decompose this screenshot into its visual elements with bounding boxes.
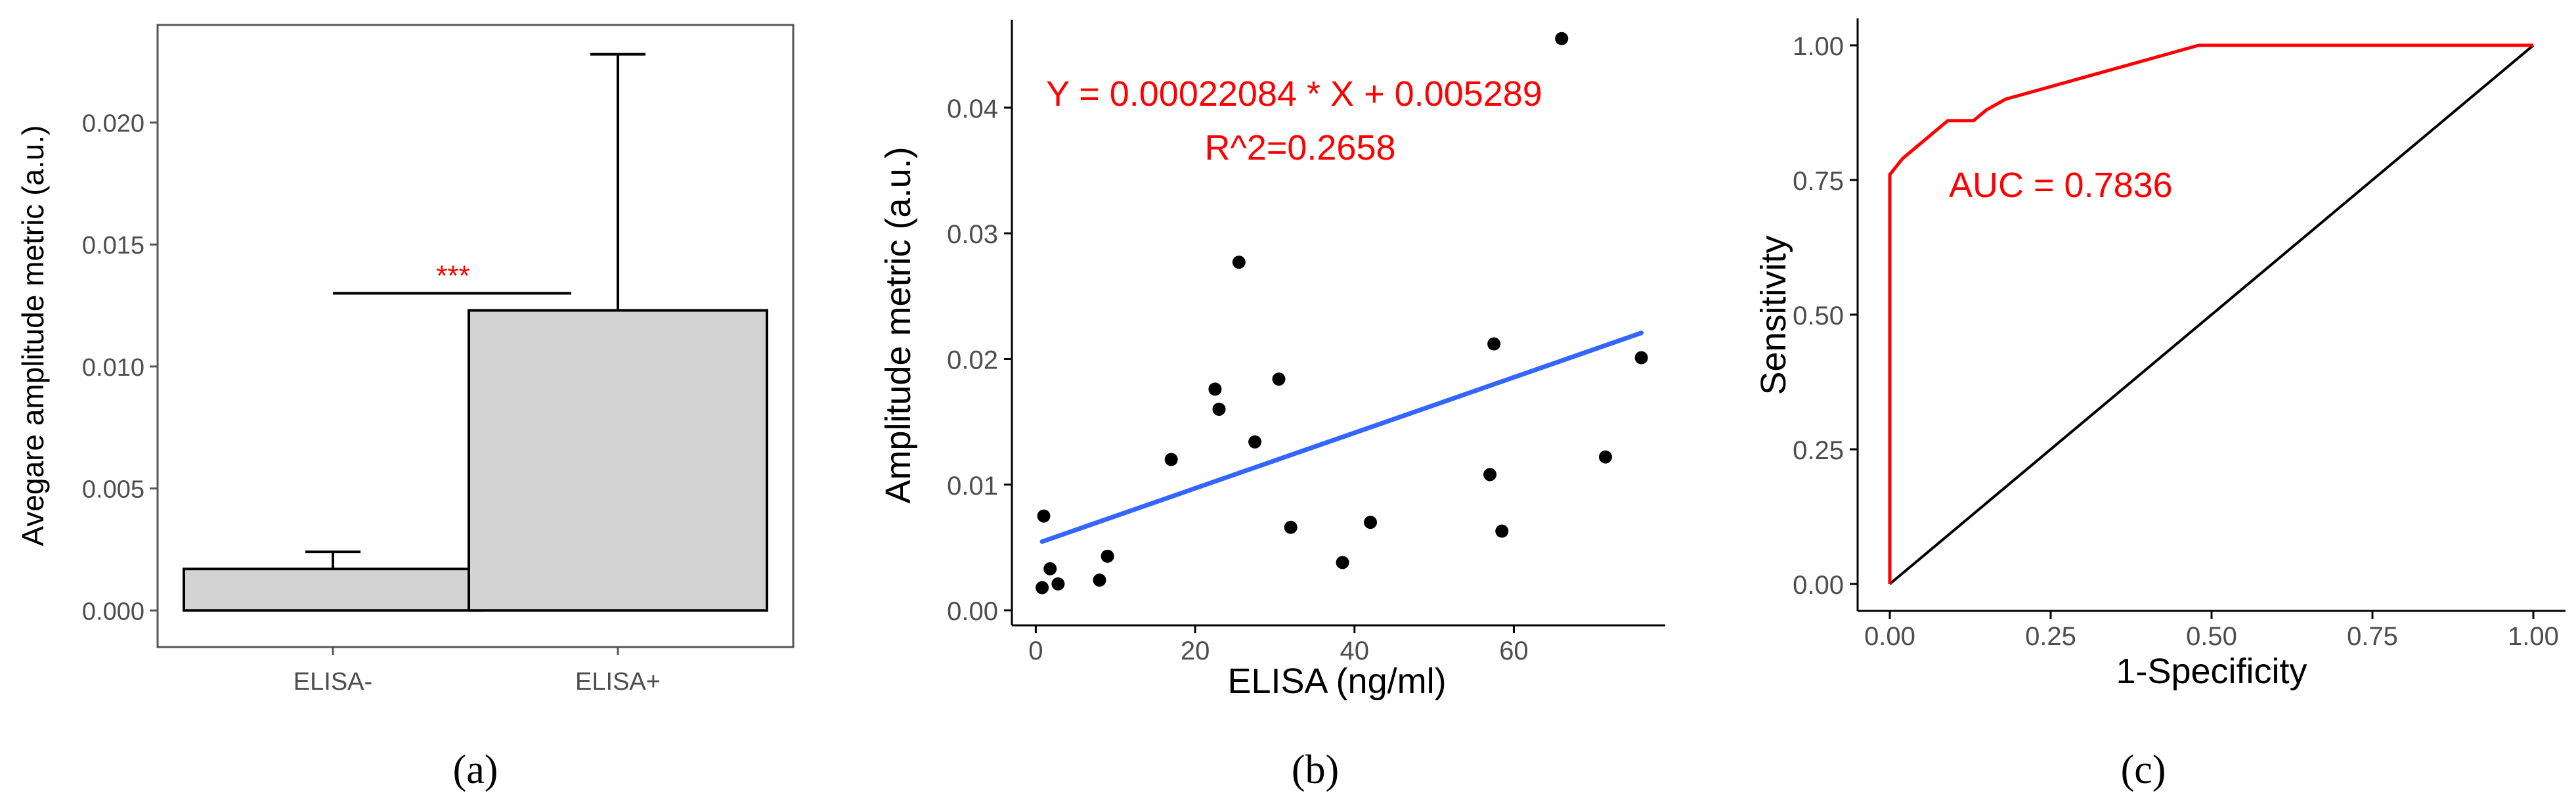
panel-b-point [1101,549,1114,563]
panel-b-regression-equation: Y = 0.00022084 * X + 0.005289 [1046,74,1542,114]
panel-a-y-axis: 0.000 0.005 0.010 0.015 0.020 [82,110,158,625]
panel-b-point [1248,435,1262,449]
panel-b-point [1208,382,1222,396]
panel-b-y-tick-label: 0.03 [947,220,998,249]
panel-b-y-tick-label: 0.01 [947,472,998,501]
panel-a-y-tick-label: 0.005 [82,476,144,504]
panel-b-caption-label: (b) [1292,748,1339,792]
panel-b-point [1164,453,1178,466]
panel-b-point [1495,524,1509,538]
panel-b-point [1043,562,1057,575]
panel-b-x-tick-label: 0 [1028,637,1043,665]
panel-a-plot-frame [156,24,795,648]
panel-b-point [1037,509,1051,523]
panel-c-x-tick-label: 0.00 [1864,622,1915,651]
panel-b-point [1272,372,1286,386]
panel-c-x-axis: 0.00 0.25 0.50 0.75 1.00 [1864,611,2559,651]
panel-b-point [1364,516,1378,529]
panel-b-point [1093,573,1106,587]
panel-c-diagonal-line [1888,44,2535,585]
panel-c-y-tick-label: 0.75 [1793,167,1844,196]
panel-c-auc-annotation: AUC = 0.7836 [1949,166,2173,205]
panel-c-x-tick-label: 0.25 [2025,622,2076,651]
panel-b-point [1284,520,1298,534]
panel-a-bar [468,309,768,612]
panel-b-x-tick-label: 20 [1181,637,1210,665]
panel-b-regression-line [1039,330,1644,544]
panel-b-point [1051,577,1065,591]
panel-b-points [1036,32,1648,594]
panel-c-x-tick-label: 0.75 [2347,622,2398,651]
panel-b-y-tick-label: 0.04 [947,95,998,123]
panel-b-x-tick-label: 40 [1340,637,1370,665]
panel-a-bars: *** [183,53,768,612]
panel-b-y-tick-label: 0.00 [947,597,998,626]
panel-c-x-tick-label: 1.00 [2508,622,2559,651]
panel-b-point [1232,256,1246,269]
panel-b-point [1212,402,1226,416]
panel-a-significance-stars: *** [436,260,469,292]
panel-b-scatter-chart: 0.00 0.01 0.02 0.03 0.04 0 20 40 60 Y = 0.00022… [879,20,1665,792]
panel-a-bar [183,568,483,612]
panel-c-y-tick-label: 1.00 [1793,32,1844,61]
panel-b-point [1555,32,1569,45]
panel-b-point [1634,351,1648,365]
panel-c-roc-chart: 0.00 0.25 0.50 0.75 1.00 0.00 0.25 0.50 0.75 1.0… [1754,18,2565,792]
panel-a-y-tick-label: 0.000 [82,598,144,625]
panel-b-point [1483,468,1497,481]
panel-b-x-tick-label: 60 [1499,637,1529,665]
panel-c-y-axis: 0.00 0.25 0.50 0.75 1.00 [1793,32,1858,600]
panel-c-x-tick-label: 0.50 [2186,622,2237,651]
panel-a-y-tick-label: 0.015 [82,232,144,259]
panel-c-y-tick-label: 0.00 [1793,571,1844,600]
panel-b-x-axis: 0 20 40 60 [1028,625,1529,665]
panel-c-y-tick-label: 0.25 [1793,436,1844,465]
panel-a-x-tick-label: ELISA- [294,668,372,696]
panel-b-y-axis-label: Amplitude metric (a.u.) [879,146,918,503]
panel-b-y-tick-label: 0.02 [947,346,998,374]
panel-a-x-tick-label: ELISA+ [575,668,661,696]
panel-b-r-squared: R^2=0.2658 [1204,128,1395,168]
panel-b-y-axis: 0.00 0.01 0.02 0.03 0.04 [947,95,1012,626]
panel-a-y-axis-label: Avegare amplitude metric (a.u.) [16,125,50,547]
panel-b-point [1487,337,1501,351]
panel-c-roc-curve [1888,43,2533,584]
panel-b-x-axis-label: ELISA (ng/ml) [1227,661,1446,701]
panel-c-x-axis-label: 1-Specificity [2116,652,2307,691]
panel-a-caption-label: (a) [453,748,498,792]
panel-c-curves [1888,43,2535,585]
panel-a-y-tick-label: 0.020 [82,110,144,138]
panel-b-point [1036,581,1049,594]
panel-a-y-tick-label: 0.010 [82,354,144,382]
panel-a-x-axis: ELISA- ELISA+ [294,647,661,696]
panel-c-y-tick-label: 0.50 [1793,302,1844,330]
panel-c-caption-label: (c) [2121,748,2166,792]
panel-b-point [1598,450,1612,464]
panel-c-y-axis-label: Sensitivity [1754,235,1793,395]
panel-b-point [1336,556,1349,570]
